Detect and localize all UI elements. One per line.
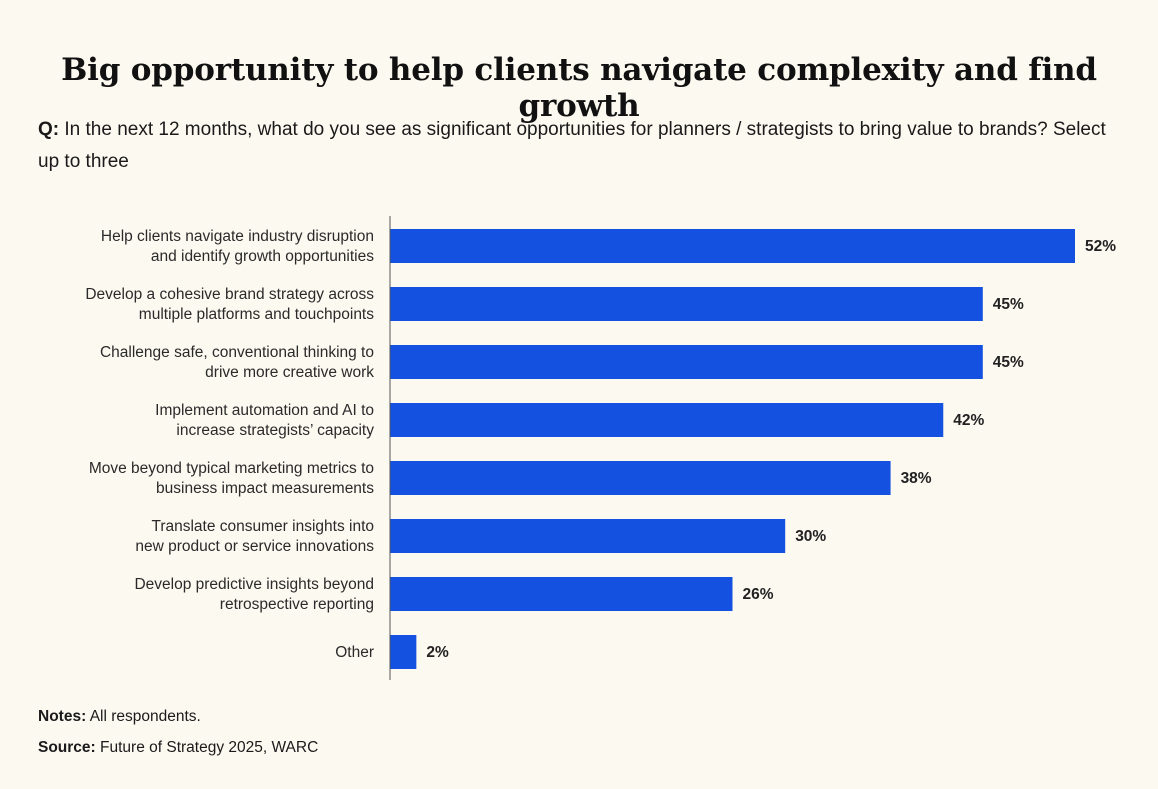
chart-title: Big opportunity to help clients navigate… bbox=[61, 52, 1097, 124]
value-label-5: 30% bbox=[795, 528, 826, 545]
category-label-5: Translate consumer insights into new prod… bbox=[135, 518, 374, 555]
bar-3 bbox=[390, 403, 944, 437]
survey-question: Q: In the next 12 months, what do you se… bbox=[38, 114, 1128, 178]
source-label: Source: bbox=[38, 739, 96, 756]
value-label-6: 26% bbox=[743, 586, 774, 603]
source-text: Future of Strategy 2025, WARC bbox=[100, 739, 319, 756]
value-label-0: 52% bbox=[1085, 238, 1116, 255]
category-label-6: Develop predictive insights beyond retros… bbox=[134, 576, 374, 613]
question-text: In the next 12 months, what do you see a… bbox=[38, 119, 1106, 172]
category-label-1: Develop a cohesive brand strategy across… bbox=[85, 286, 374, 323]
question-prefix: Q: bbox=[38, 119, 60, 140]
bar-5 bbox=[390, 519, 786, 553]
category-label-3: Implement automation and AI to increase s… bbox=[155, 402, 374, 439]
category-label-4: Move beyond typical marketing metrics to… bbox=[89, 460, 374, 497]
value-label-7: 2% bbox=[426, 644, 449, 661]
bar-7 bbox=[390, 635, 417, 669]
bar-2 bbox=[390, 345, 983, 379]
value-label-2: 45% bbox=[993, 354, 1024, 371]
value-label-1: 45% bbox=[993, 296, 1024, 313]
value-label-3: 42% bbox=[953, 412, 984, 429]
value-label-4: 38% bbox=[901, 470, 932, 487]
notes: Notes: All respondents. bbox=[38, 708, 201, 726]
bar-4 bbox=[390, 461, 891, 495]
category-label-7: Other bbox=[335, 644, 374, 661]
bar-1 bbox=[390, 287, 983, 321]
category-label-0: Help clients navigate industry disruptio… bbox=[101, 228, 374, 265]
bar-0 bbox=[390, 229, 1075, 263]
notes-text: All respondents. bbox=[89, 708, 201, 725]
bar-6 bbox=[390, 577, 733, 611]
notes-label: Notes: bbox=[38, 708, 87, 725]
source: Source: Future of Strategy 2025, WARC bbox=[38, 739, 318, 757]
category-label-2: Challenge safe, conventional thinking to… bbox=[100, 344, 374, 381]
